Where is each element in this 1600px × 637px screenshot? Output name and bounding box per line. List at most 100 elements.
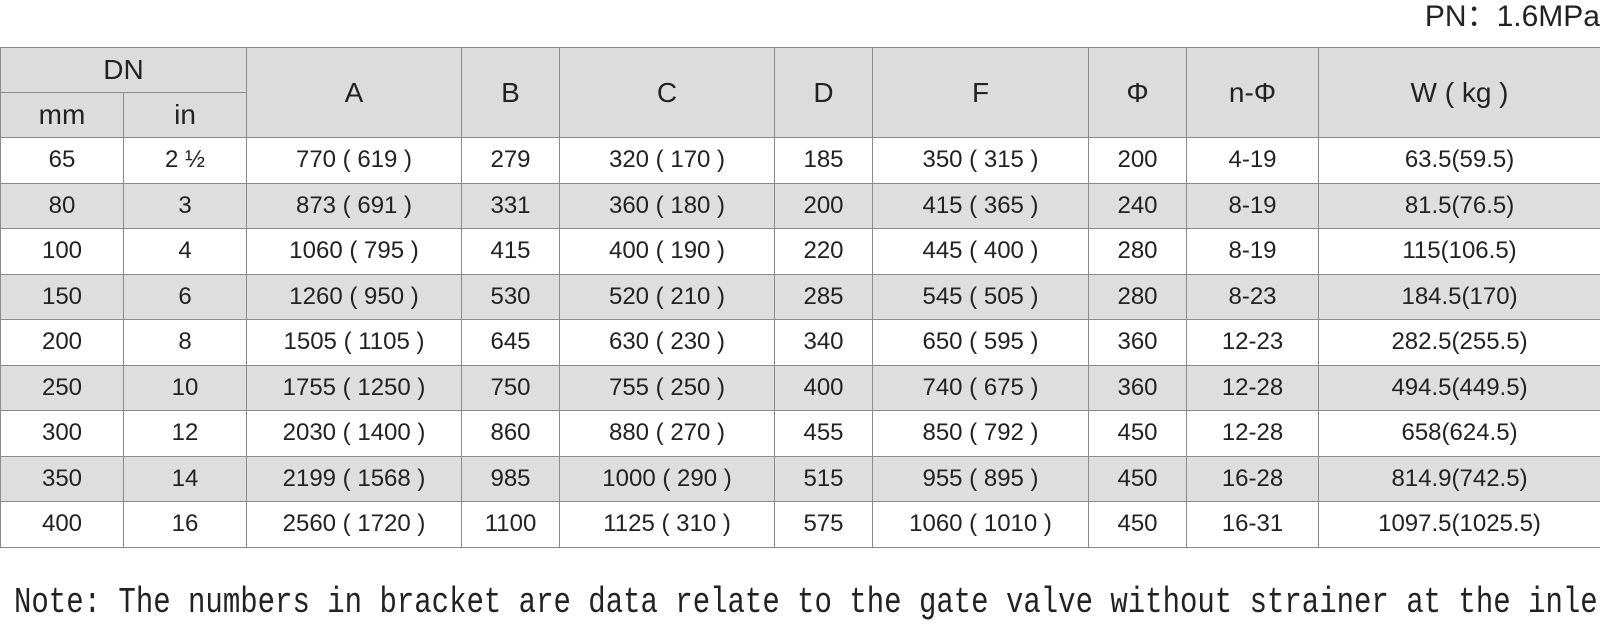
table-cell: 740 ( 675 ) bbox=[872, 364, 1090, 411]
table-cell: 350 ( 315 ) bbox=[872, 137, 1090, 184]
table-cell: 150 bbox=[0, 273, 124, 320]
table-cell: 880 ( 270 ) bbox=[559, 410, 776, 457]
table-cell: 320 ( 170 ) bbox=[559, 137, 776, 184]
table-row: 80 3 873 ( 691 ) 331 360 ( 180 ) 200 415 ( 365… bbox=[0, 182, 1600, 229]
table-cell: 184.5(170) bbox=[1318, 273, 1600, 320]
table-cell: 8-19 bbox=[1186, 182, 1320, 229]
table-cell: 350 bbox=[0, 455, 124, 502]
table-cell: 645 bbox=[461, 319, 561, 366]
table-cell: 14 bbox=[122, 455, 248, 502]
table-cell: 115(106.5) bbox=[1318, 228, 1600, 275]
table-cell: 450 bbox=[1088, 501, 1188, 548]
table-cell: 1100 bbox=[461, 501, 561, 548]
table-cell: 415 ( 365 ) bbox=[872, 182, 1090, 229]
table-cell: 360 ( 180 ) bbox=[559, 182, 776, 229]
table-cell: 400 bbox=[0, 501, 124, 548]
table-cell: 755 ( 250 ) bbox=[559, 364, 776, 411]
header-cell: n-Φ bbox=[1186, 47, 1320, 138]
table-cell: 1125 ( 310 ) bbox=[559, 501, 776, 548]
table-row: 300 12 2030 ( 1400 ) 860 880 ( 270 ) 455 850 (… bbox=[0, 410, 1600, 457]
table-cell: 814.9(742.5) bbox=[1318, 455, 1600, 502]
table-cell: 12 bbox=[122, 410, 248, 457]
table-cell: 985 bbox=[461, 455, 561, 502]
header-cell: A bbox=[246, 47, 463, 138]
table-cell: 16-28 bbox=[1186, 455, 1320, 502]
table-cell: 455 bbox=[774, 410, 874, 457]
table-cell: 770 ( 619 ) bbox=[246, 137, 463, 184]
table-cell: 200 bbox=[1088, 137, 1188, 184]
table-row: 350 14 2199 ( 1568 ) 985 1000 ( 290 ) 515 955 … bbox=[0, 455, 1600, 502]
table-cell: 494.5(449.5) bbox=[1318, 364, 1600, 411]
header-cell: in bbox=[122, 92, 248, 138]
table-cell: 2199 ( 1568 ) bbox=[246, 455, 463, 502]
table-cell: 860 bbox=[461, 410, 561, 457]
table-cell: 1060 ( 795 ) bbox=[246, 228, 463, 275]
table-cell: 200 bbox=[774, 182, 874, 229]
table-cell: 280 bbox=[1088, 273, 1188, 320]
table-cell: 80 bbox=[0, 182, 124, 229]
header-cell: DN bbox=[0, 47, 248, 93]
table-cell: 575 bbox=[774, 501, 874, 548]
table-body: 65 2 ½ 770 ( 619 ) 279 320 ( 170 ) 185 350 ( 3… bbox=[0, 137, 1600, 548]
table-cell: 250 bbox=[0, 364, 124, 411]
table-cell: 282.5(255.5) bbox=[1318, 319, 1600, 366]
table-cell: 400 bbox=[774, 364, 874, 411]
table-cell: 1260 ( 950 ) bbox=[246, 273, 463, 320]
table-cell: 16-31 bbox=[1186, 501, 1320, 548]
table-row: 150 6 1260 ( 950 ) 530 520 ( 210 ) 285 545 ( 5… bbox=[0, 273, 1600, 320]
table-row: 65 2 ½ 770 ( 619 ) 279 320 ( 170 ) 185 350 ( 3… bbox=[0, 137, 1600, 184]
table-cell: 100 bbox=[0, 228, 124, 275]
table-cell: 10 bbox=[122, 364, 248, 411]
table-cell: 515 bbox=[774, 455, 874, 502]
header-cell: Φ bbox=[1088, 47, 1188, 138]
header-cell: C bbox=[559, 47, 776, 138]
table-cell: 450 bbox=[1088, 455, 1188, 502]
pressure-label: PN：1.6MPa bbox=[1424, 0, 1600, 33]
table-cell: 16 bbox=[122, 501, 248, 548]
table-cell: 81.5(76.5) bbox=[1318, 182, 1600, 229]
note: Note: The numbers in bracket are data re… bbox=[14, 582, 1600, 624]
table-cell: 1000 ( 290 ) bbox=[559, 455, 776, 502]
table-cell: 450 bbox=[1088, 410, 1188, 457]
table-cell: 873 ( 691 ) bbox=[246, 182, 463, 229]
table-cell: 415 bbox=[461, 228, 561, 275]
table-cell: 8-23 bbox=[1186, 273, 1320, 320]
table-cell: 2 ½ bbox=[122, 137, 248, 184]
table-cell: 185 bbox=[774, 137, 874, 184]
table-cell: 285 bbox=[774, 273, 874, 320]
table-cell: 360 bbox=[1088, 319, 1188, 366]
table-cell: 12-28 bbox=[1186, 364, 1320, 411]
table-cell: 6 bbox=[122, 273, 248, 320]
table-cell: 360 bbox=[1088, 364, 1188, 411]
table-cell: 8 bbox=[122, 319, 248, 366]
table-cell: 1097.5(1025.5) bbox=[1318, 501, 1600, 548]
header-row: mm in bbox=[0, 92, 1600, 138]
table-cell: 4 bbox=[122, 228, 248, 275]
table-cell: 1060 ( 1010 ) bbox=[872, 501, 1090, 548]
table-cell: 630 ( 230 ) bbox=[559, 319, 776, 366]
table-cell: 12-28 bbox=[1186, 410, 1320, 457]
table-cell: 545 ( 505 ) bbox=[872, 273, 1090, 320]
table-cell: 2030 ( 1400 ) bbox=[246, 410, 463, 457]
header-cell: W ( kg ) bbox=[1318, 47, 1600, 138]
header-cell: mm bbox=[0, 92, 124, 138]
table-cell: 63.5(59.5) bbox=[1318, 137, 1600, 184]
table-cell: 658(624.5) bbox=[1318, 410, 1600, 457]
table-cell: 65 bbox=[0, 137, 124, 184]
table-cell: 280 bbox=[1088, 228, 1188, 275]
table-cell: 650 ( 595 ) bbox=[872, 319, 1090, 366]
table-cell: 400 ( 190 ) bbox=[559, 228, 776, 275]
table-cell: 955 ( 895 ) bbox=[872, 455, 1090, 502]
header-cell: F bbox=[872, 47, 1090, 138]
table-cell: 4-19 bbox=[1186, 137, 1320, 184]
table-cell: 279 bbox=[461, 137, 561, 184]
table-cell: 200 bbox=[0, 319, 124, 366]
table-row: 250 10 1755 ( 1250 ) 750 755 ( 250 ) 400 740 (… bbox=[0, 364, 1600, 411]
table-cell: 300 bbox=[0, 410, 124, 457]
table-cell: 750 bbox=[461, 364, 561, 411]
table-cell: 520 ( 210 ) bbox=[559, 273, 776, 320]
